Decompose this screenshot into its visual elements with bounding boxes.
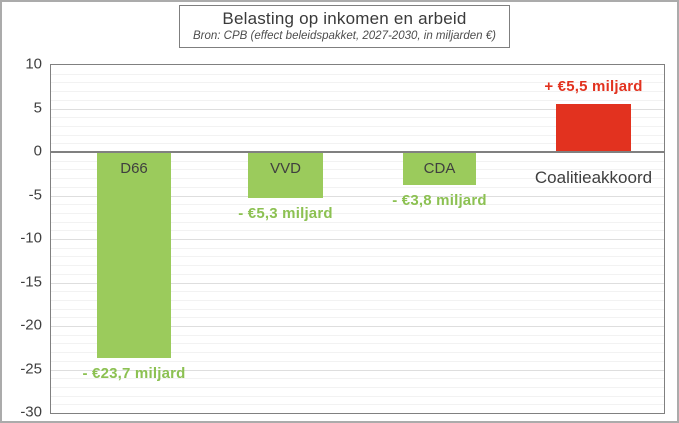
- y-axis-tick-label: -20: [20, 316, 42, 334]
- gridline-minor: [51, 204, 664, 206]
- gridline-major: [51, 239, 664, 240]
- gridline-minor: [51, 352, 664, 354]
- bar-d66: [97, 152, 171, 359]
- y-axis-tick-label: -15: [20, 273, 42, 290]
- bar-coalitieakkoord: [556, 104, 631, 152]
- gridline-minor: [51, 169, 664, 171]
- gridline-minor: [51, 386, 664, 388]
- gridline-minor: [51, 117, 664, 119]
- gridline-minor: [51, 212, 664, 214]
- y-axis-tick-label: -5: [28, 186, 42, 203]
- gridline-minor: [51, 125, 664, 127]
- y-axis-tick-label: -25: [20, 360, 42, 377]
- value-label: + €5,5 miljard: [544, 78, 643, 96]
- y-axis-tick-label: -30: [20, 403, 42, 421]
- bar-cda: [403, 152, 476, 186]
- gridline-minor: [51, 334, 664, 336]
- gridline-major: [51, 282, 664, 284]
- gridline-minor: [51, 143, 664, 145]
- chart-title-box: Belasting op inkomen en arbeid Bron: CPB…: [179, 5, 510, 48]
- gridline-major: [51, 369, 664, 371]
- gridline-minor: [51, 360, 664, 362]
- category-label: D66: [120, 160, 148, 177]
- category-label: CDA: [423, 160, 456, 177]
- chart-title: Belasting op inkomen en arbeid: [222, 9, 467, 28]
- gridline-minor: [51, 395, 664, 397]
- category-label: VVD: [270, 160, 301, 177]
- gridline-minor: [51, 291, 664, 293]
- gridline-minor: [51, 221, 664, 223]
- value-label: - €5,3 miljard: [238, 205, 333, 223]
- gridline-major: [51, 195, 664, 197]
- gridline-minor: [51, 265, 664, 267]
- y-axis-tick-label: 10: [25, 55, 42, 73]
- gridline-major: [51, 108, 664, 110]
- gridline-minor: [51, 73, 664, 75]
- gridline-minor: [51, 343, 664, 345]
- gridline-minor: [51, 91, 664, 93]
- zero-axis-line: [51, 151, 664, 153]
- gridline-minor: [51, 273, 664, 275]
- gridline-minor: [51, 299, 664, 301]
- gridline-minor: [51, 404, 664, 406]
- gridline-minor: [51, 317, 664, 319]
- gridline-minor: [51, 82, 664, 84]
- y-axis-tick-label: -10: [20, 229, 42, 247]
- gridline-minor: [51, 178, 664, 180]
- y-axis-tick-label: 0: [33, 142, 42, 160]
- gridline-major: [51, 326, 664, 327]
- y-axis-tick-label: 5: [33, 99, 42, 116]
- gridline-minor: [51, 99, 664, 101]
- chart-subtitle: Bron: CPB (effect beleidspakket, 2027-20…: [193, 30, 496, 42]
- gridline-minor: [51, 256, 664, 258]
- category-label: Coalitieakkoord: [534, 168, 653, 187]
- gridline-minor: [51, 308, 664, 310]
- value-label: - €23,7 miljard: [82, 365, 186, 383]
- plot-area: D66 - €23,7 miljard VVD - €5,3 miljard CDA - …: [50, 64, 665, 414]
- value-label: - €3,8 miljard: [392, 192, 487, 210]
- bar-vvd: [248, 152, 323, 199]
- gridline-minor: [51, 247, 664, 249]
- gridline-minor: [51, 186, 664, 188]
- y-axis: 10 5 0 -5 -10 -15 -20 -25 -30: [2, 56, 42, 421]
- gridline-minor: [51, 160, 664, 162]
- gridline-minor: [51, 230, 664, 232]
- gridline-minor: [51, 134, 664, 136]
- gridline-minor: [51, 378, 664, 380]
